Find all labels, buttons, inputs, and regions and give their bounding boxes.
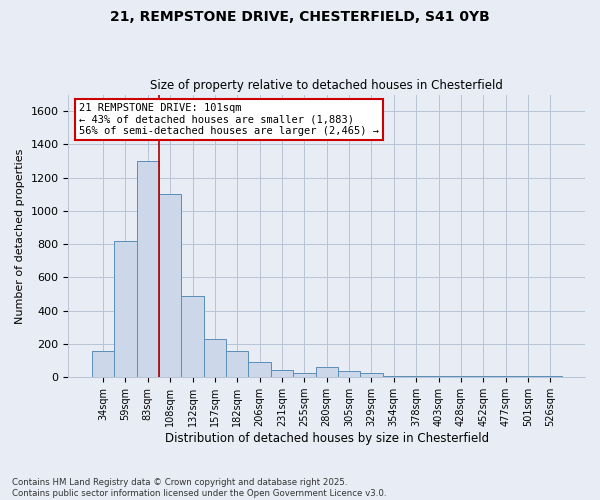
Bar [494,376,517,377]
Bar [338,370,360,377]
Bar [405,376,427,377]
Y-axis label: Number of detached properties: Number of detached properties [15,148,25,324]
Bar [517,376,539,377]
Bar [204,339,226,377]
Bar [181,296,204,377]
Bar [450,376,472,377]
Bar [137,161,159,377]
Title: Size of property relative to detached houses in Chesterfield: Size of property relative to detached ho… [150,79,503,92]
Bar [248,362,271,377]
Text: 21 REMPSTONE DRIVE: 101sqm
← 43% of detached houses are smaller (1,883)
56% of s: 21 REMPSTONE DRIVE: 101sqm ← 43% of deta… [79,103,379,136]
Bar [539,376,562,377]
Bar [427,376,450,377]
Bar [360,373,383,377]
Bar [383,376,405,377]
Bar [271,370,293,377]
Bar [226,350,248,377]
Bar [114,241,137,377]
Bar [472,376,494,377]
Bar [316,367,338,377]
Bar [92,350,114,377]
Bar [159,194,181,377]
Text: Contains HM Land Registry data © Crown copyright and database right 2025.
Contai: Contains HM Land Registry data © Crown c… [12,478,386,498]
X-axis label: Distribution of detached houses by size in Chesterfield: Distribution of detached houses by size … [164,432,489,445]
Text: 21, REMPSTONE DRIVE, CHESTERFIELD, S41 0YB: 21, REMPSTONE DRIVE, CHESTERFIELD, S41 0… [110,10,490,24]
Bar [293,373,316,377]
